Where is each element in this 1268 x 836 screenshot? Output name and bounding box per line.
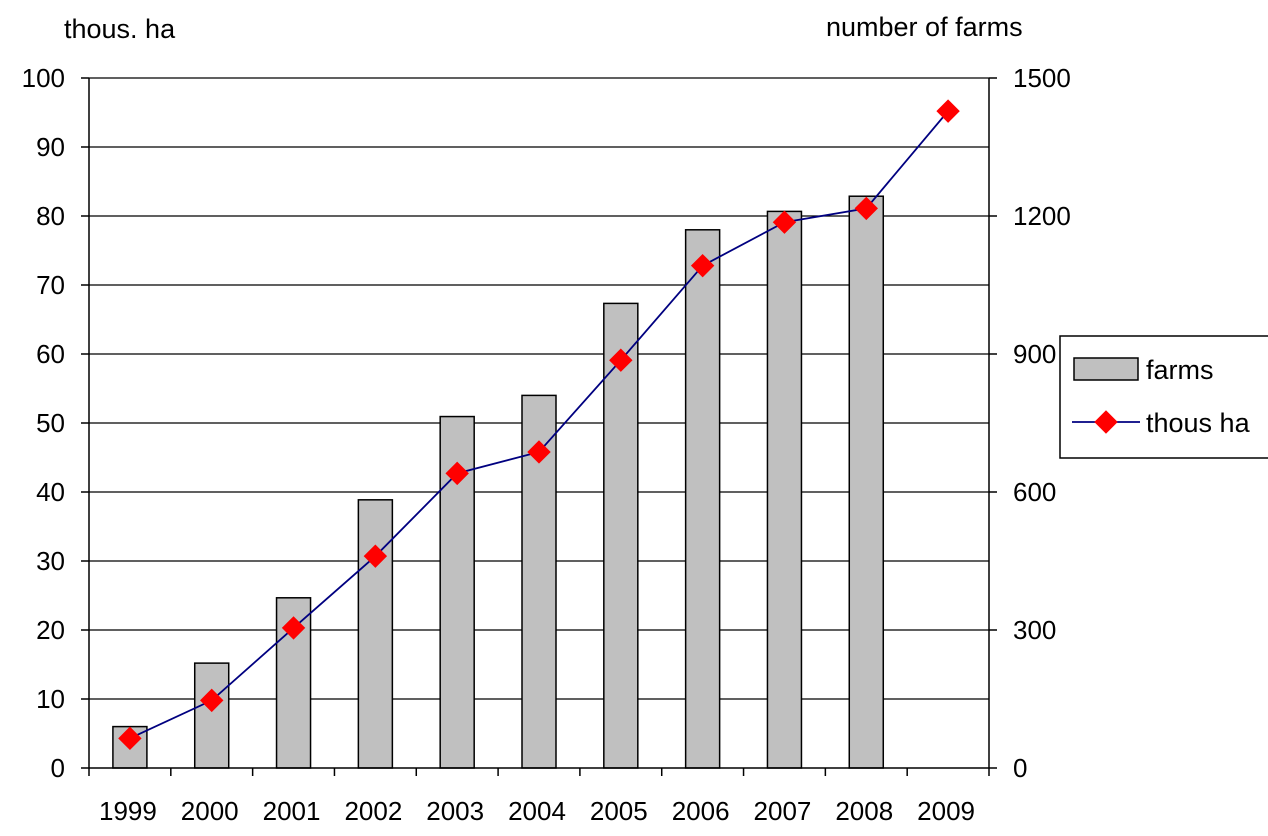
legend-box <box>1059 335 1268 459</box>
point-2007 <box>772 210 797 234</box>
left-tick-label: 70 <box>36 270 65 300</box>
x-tick-label: 2007 <box>754 796 812 826</box>
point-2008 <box>854 196 878 221</box>
right-tick-label: 900 <box>1013 339 1056 369</box>
bar-2007 <box>766 210 803 769</box>
right-tick-label: 1500 <box>1013 63 1071 93</box>
left-tick-label: 100 <box>22 63 65 93</box>
right-tick-label: 300 <box>1013 615 1056 645</box>
x-tick-label: 2005 <box>590 796 648 826</box>
bar-2005 <box>603 302 639 769</box>
point-2001 <box>281 616 306 640</box>
x-tick-label: 2008 <box>835 796 893 826</box>
point-2009 <box>936 99 960 123</box>
x-tick-label: 2009 <box>917 796 975 826</box>
legend-marker-thous-ha <box>1094 410 1118 434</box>
legend-label-farms: farms <box>1146 355 1214 385</box>
right-tick-label: 600 <box>1013 477 1056 507</box>
left-tick-label: 0 <box>51 753 65 783</box>
left-tick-label: 30 <box>36 546 65 576</box>
x-tick-label: 2003 <box>426 796 484 826</box>
x-tick-label: 1999 <box>99 796 157 826</box>
point-1999 <box>118 726 142 751</box>
legend-label-thous-ha: thous ha <box>1146 408 1251 438</box>
left-tick-label: 90 <box>36 132 65 162</box>
point-2002 <box>363 544 388 568</box>
point-2003 <box>445 461 469 486</box>
point-2006 <box>690 253 715 278</box>
x-tick-label: 2001 <box>263 796 321 826</box>
right-tick-label: 1200 <box>1013 201 1071 231</box>
point-2005 <box>609 348 633 372</box>
left-tick-label: 80 <box>36 201 65 231</box>
left-axis-title: thous. ha <box>64 14 176 44</box>
point-2004 <box>527 440 551 464</box>
left-tick-label: 50 <box>36 408 65 438</box>
bar-2002 <box>357 499 394 769</box>
x-tick-label: 2006 <box>672 796 730 826</box>
point-2000 <box>200 688 224 713</box>
bar-2000 <box>193 662 230 769</box>
right-tick-label: 0 <box>1013 753 1027 783</box>
bar-2008 <box>848 195 885 769</box>
left-tick-label: 10 <box>36 684 65 714</box>
left-tick-label: 40 <box>36 477 65 507</box>
x-tick-label: 2004 <box>508 796 566 826</box>
right-axis-title: number of farms <box>826 12 1023 42</box>
x-tick-label: 2000 <box>181 796 239 826</box>
left-tick-label: 20 <box>36 615 65 645</box>
x-tick-label: 2002 <box>344 796 402 826</box>
left-tick-label: 60 <box>36 339 65 369</box>
legend-swatch-farms <box>1073 357 1139 381</box>
bar-2006 <box>684 229 721 769</box>
